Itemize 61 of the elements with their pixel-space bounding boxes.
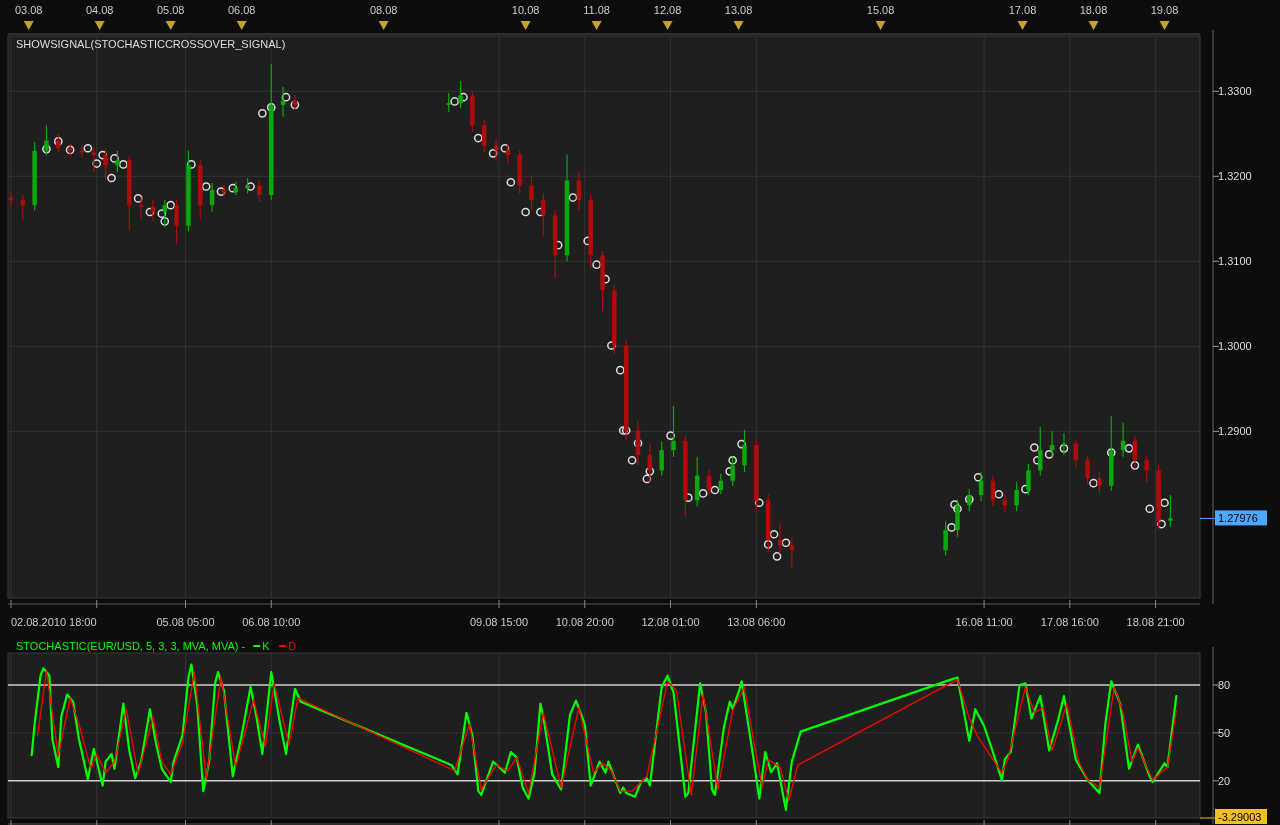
candlestick xyxy=(742,429,747,473)
x-tick-label: 06.08 10:00 xyxy=(242,616,301,628)
candlestick xyxy=(446,92,451,113)
candlestick xyxy=(541,192,546,237)
x-tick-label: 09.08 15:00 xyxy=(469,616,529,628)
candlestick xyxy=(174,199,179,245)
x2-tick-label: 11.08 xyxy=(583,4,610,16)
y-tick-label: 1.3300 xyxy=(1218,85,1252,98)
candlestick xyxy=(1026,463,1031,496)
candlestick xyxy=(138,196,144,220)
chart-title: STOCHASTIC(EUR/USD, 5, 3, 3, MVA, MVA) - xyxy=(16,640,246,652)
x2-tick-label: 04.08 xyxy=(85,4,114,16)
x2-tick-label: 08.08 xyxy=(369,4,398,16)
x-tick-label: 13.08 06:00 xyxy=(727,616,786,628)
candlestick xyxy=(115,150,120,173)
candlestick xyxy=(1038,426,1043,477)
legend-label: D xyxy=(288,640,297,652)
x2-tick-label: 13.08 xyxy=(724,4,753,16)
y-tick-label: 1.3100 xyxy=(1218,255,1252,268)
candlestick xyxy=(458,80,463,109)
legend-label: K xyxy=(262,640,271,652)
candlestick xyxy=(103,148,108,182)
candlestick xyxy=(1061,432,1067,456)
candlestick xyxy=(257,179,262,203)
x-tick-label: 05.08 05:00 xyxy=(156,616,215,628)
candlestick xyxy=(67,143,73,157)
ref-line-label: 1.27976 xyxy=(1218,511,1258,524)
x2-tick-label: 05.08 xyxy=(156,4,185,16)
chart-title: SHOWSIGNAL(STOCHASTICCROSSOVER_SIGNAL) xyxy=(16,38,286,50)
y-tick-label: 1.3000 xyxy=(1218,340,1252,353)
x2-tick-label: 12.08 xyxy=(653,4,682,16)
x2-tick-label: 17.08 xyxy=(1008,4,1037,16)
y-tick-label: 20 xyxy=(1218,774,1231,787)
x2-tick-label: 03.08 xyxy=(14,4,43,16)
y-tick-label: 80 xyxy=(1218,678,1231,691)
x2-tick-label: 19.08 xyxy=(1150,4,1179,16)
candlestick xyxy=(481,119,487,154)
y-tick-label: 1.3200 xyxy=(1218,170,1252,183)
x2-tick-label: 18.08 xyxy=(1079,4,1108,16)
candlestick xyxy=(1097,471,1102,494)
candlestick xyxy=(671,405,676,458)
candlestick xyxy=(1085,454,1090,485)
x-tick-label: 17.08 16:00 xyxy=(1040,616,1099,628)
candlestick xyxy=(44,124,49,156)
candlestick xyxy=(91,146,97,173)
x2-tick-label: 15.08 xyxy=(866,4,895,16)
x2-tick-label: 10.08 xyxy=(511,4,540,16)
x-tick-label: 10.08 20:00 xyxy=(555,616,614,628)
x-tick-label: 16.08 11:00 xyxy=(955,616,1013,628)
x-tick-label: 18.08 21:00 xyxy=(1126,616,1185,628)
candlestick xyxy=(1168,494,1173,528)
y-tick-label: 50 xyxy=(1218,726,1231,739)
ref-line-label: -3.29003 xyxy=(1218,810,1262,823)
candlestick xyxy=(943,520,948,557)
y-tick-label: 1.2900 xyxy=(1218,425,1252,438)
x-tick-label: 12.08 01:00 xyxy=(641,616,700,628)
candlestick xyxy=(1014,481,1019,512)
candlestick xyxy=(529,175,534,211)
x-tick-label: 02.08.2010 18:00 xyxy=(10,616,97,628)
x2-tick-label: 06.08 xyxy=(227,4,256,16)
candlestick xyxy=(659,440,664,477)
